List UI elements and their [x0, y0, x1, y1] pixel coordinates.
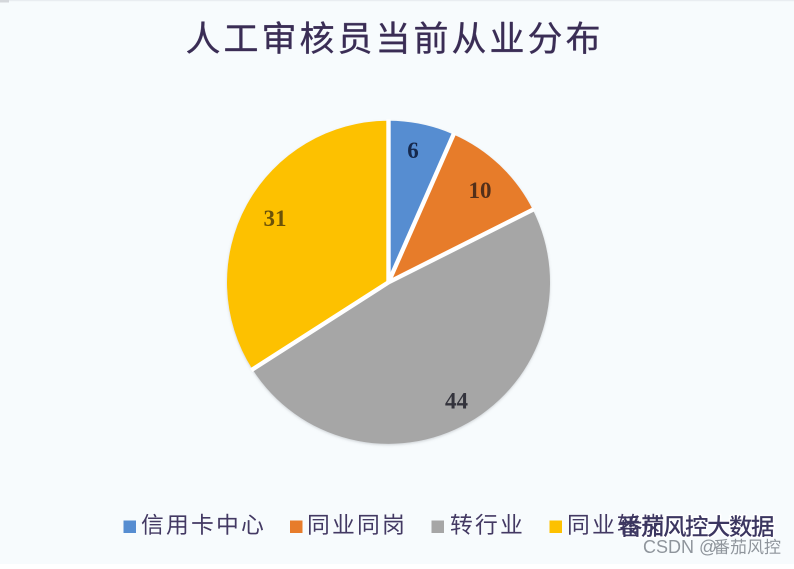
- svg-text:31: 31: [264, 206, 287, 231]
- svg-text:44: 44: [445, 389, 469, 414]
- svg-text:CSDN @: CSDN @: [643, 537, 717, 557]
- svg-text:10: 10: [469, 178, 492, 203]
- svg-text:6: 6: [407, 138, 419, 163]
